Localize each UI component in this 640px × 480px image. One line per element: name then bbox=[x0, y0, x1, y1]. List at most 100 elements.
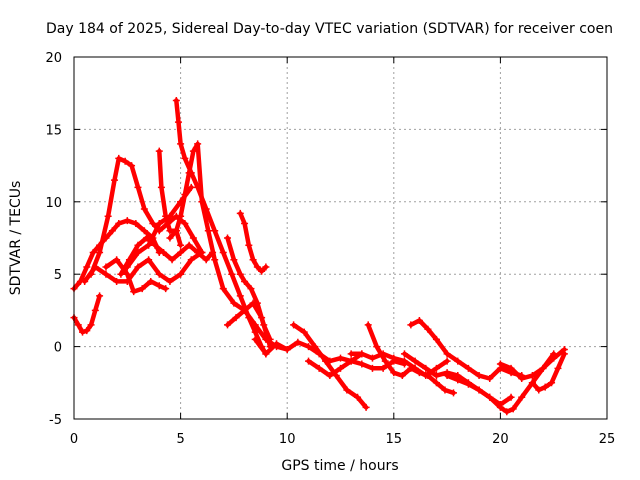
data-point-marker bbox=[315, 364, 323, 372]
y-tick-label: 10 bbox=[45, 196, 62, 211]
data-point-marker bbox=[181, 220, 189, 228]
data-point-marker bbox=[249, 256, 257, 264]
data-point-marker bbox=[496, 403, 504, 411]
data-point-marker bbox=[134, 183, 142, 191]
x-tick-label: 15 bbox=[386, 432, 403, 447]
data-point-marker bbox=[89, 248, 97, 256]
series-22 bbox=[496, 345, 568, 382]
data-point-marker bbox=[121, 157, 129, 165]
y-tick-label: 20 bbox=[45, 51, 62, 66]
data-point-marker bbox=[236, 270, 244, 278]
series-1 bbox=[70, 292, 104, 336]
data-point-marker bbox=[115, 154, 123, 162]
data-point-marker bbox=[305, 357, 313, 365]
data-point-marker bbox=[117, 270, 125, 278]
series-line bbox=[291, 322, 369, 410]
data-point-marker bbox=[251, 335, 259, 343]
data-point-marker bbox=[432, 335, 440, 343]
data-point-marker bbox=[432, 372, 440, 380]
data-point-marker bbox=[454, 357, 462, 365]
data-point-marker bbox=[236, 209, 244, 217]
data-point-marker bbox=[432, 364, 440, 372]
series-line bbox=[225, 300, 273, 349]
data-point-marker bbox=[503, 408, 511, 416]
data-point-marker bbox=[507, 364, 515, 372]
data-point-marker bbox=[443, 357, 451, 365]
data-point-marker bbox=[83, 263, 91, 271]
data-point-marker bbox=[300, 328, 308, 336]
data-point-marker bbox=[390, 354, 398, 362]
data-point-marker bbox=[449, 389, 457, 397]
data-point-marker bbox=[548, 379, 556, 387]
data-point-marker bbox=[74, 321, 82, 329]
data-series bbox=[70, 96, 568, 416]
data-point-marker bbox=[128, 162, 136, 170]
series-10 bbox=[166, 140, 291, 353]
data-point-marker bbox=[241, 306, 249, 314]
data-point-marker bbox=[509, 405, 517, 413]
data-point-marker bbox=[464, 380, 472, 388]
data-point-marker bbox=[177, 212, 185, 220]
data-point-marker bbox=[518, 393, 526, 401]
data-point-marker bbox=[140, 227, 148, 235]
data-point-marker bbox=[290, 321, 298, 329]
data-point-marker bbox=[230, 256, 238, 264]
data-point-marker bbox=[166, 277, 174, 285]
data-point-marker bbox=[407, 364, 415, 372]
data-point-marker bbox=[151, 241, 159, 249]
data-point-marker bbox=[174, 118, 182, 126]
data-point-marker bbox=[108, 227, 116, 235]
chart-title: Day 184 of 2025, Sidereal Day-to-day VTE… bbox=[46, 21, 613, 37]
data-point-marker bbox=[443, 372, 451, 380]
data-point-marker bbox=[368, 354, 376, 362]
data-point-marker bbox=[204, 227, 212, 235]
data-point-marker bbox=[187, 183, 195, 191]
data-point-marker bbox=[155, 282, 163, 290]
data-point-marker bbox=[102, 263, 110, 271]
data-point-marker bbox=[87, 321, 95, 329]
data-point-marker bbox=[145, 241, 153, 249]
data-point-marker bbox=[249, 299, 257, 307]
data-point-marker bbox=[219, 285, 227, 293]
data-point-marker bbox=[560, 350, 568, 358]
series-line bbox=[174, 98, 269, 357]
data-point-marker bbox=[258, 314, 266, 322]
data-point-marker bbox=[134, 241, 142, 249]
data-point-marker bbox=[464, 364, 472, 372]
data-point-marker bbox=[432, 379, 440, 387]
x-tick-label: 5 bbox=[176, 432, 184, 447]
data-point-marker bbox=[528, 379, 536, 387]
data-point-marker bbox=[132, 220, 140, 228]
data-point-marker bbox=[189, 234, 197, 242]
data-point-marker bbox=[486, 393, 494, 401]
data-point-marker bbox=[113, 277, 121, 285]
data-point-marker bbox=[81, 277, 89, 285]
data-point-marker bbox=[104, 212, 112, 220]
data-point-marker bbox=[166, 234, 174, 242]
data-point-marker bbox=[550, 354, 558, 362]
data-point-marker bbox=[518, 374, 526, 382]
data-point-marker bbox=[91, 263, 99, 271]
series-5 bbox=[102, 256, 170, 296]
data-point-marker bbox=[185, 241, 193, 249]
series-13 bbox=[224, 299, 274, 351]
data-point-marker bbox=[168, 256, 176, 264]
data-point-marker bbox=[211, 227, 219, 235]
data-point-marker bbox=[407, 321, 415, 329]
data-point-marker bbox=[507, 393, 515, 401]
series-15 bbox=[290, 321, 370, 411]
data-point-marker bbox=[305, 343, 313, 351]
data-point-marker bbox=[443, 350, 451, 358]
data-point-marker bbox=[187, 256, 195, 264]
data-point-marker bbox=[123, 217, 131, 225]
data-point-marker bbox=[258, 267, 266, 275]
data-point-marker bbox=[283, 345, 291, 353]
data-point-marker bbox=[172, 227, 180, 235]
data-point-marker bbox=[96, 292, 104, 300]
data-point-marker bbox=[422, 364, 430, 372]
data-point-marker bbox=[311, 343, 319, 351]
data-point-marker bbox=[400, 350, 408, 358]
data-point-marker bbox=[102, 270, 110, 278]
data-point-marker bbox=[194, 248, 202, 256]
